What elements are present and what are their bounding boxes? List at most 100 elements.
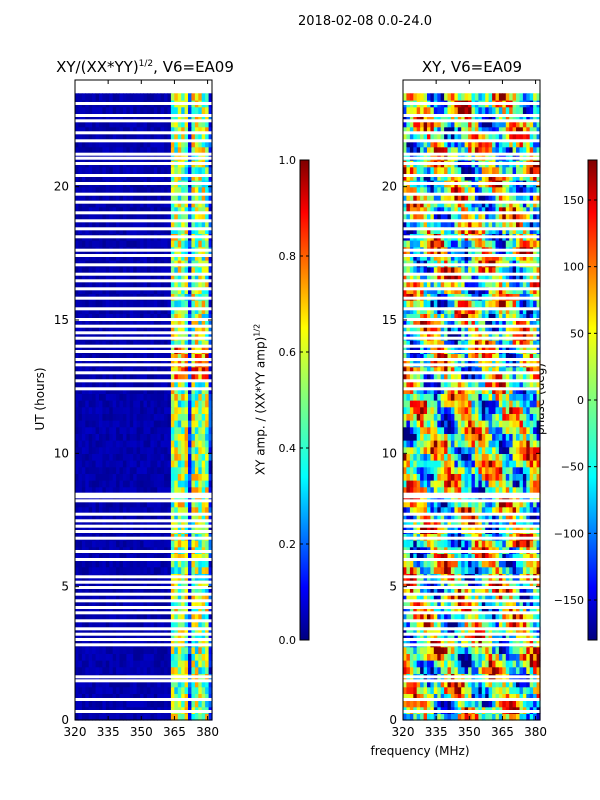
heatmap-cell: [430, 593, 435, 601]
heatmap-cell: [109, 220, 114, 228]
heatmap-cell: [492, 653, 497, 661]
heatmap-cell: [143, 306, 148, 314]
heatmap-cell: [95, 700, 100, 708]
heatmap-cell: [177, 560, 182, 568]
heatmap-cell: [481, 593, 486, 601]
heatmap-cell: [420, 666, 425, 674]
flagged-row: [75, 318, 212, 321]
heatmap-cell: [116, 286, 121, 294]
heatmap-cell: [194, 380, 199, 388]
heatmap-cell: [153, 126, 158, 134]
heatmap-cell: [95, 373, 100, 381]
heatmap-cell: [116, 413, 121, 421]
heatmap-cell: [430, 666, 435, 674]
heatmap-cell: [433, 606, 438, 614]
heatmap-cell: [403, 586, 407, 594]
heatmap-cell: [143, 520, 148, 528]
heatmap-cell: [427, 686, 431, 694]
heatmap-cell: [184, 446, 189, 454]
heatmap-cell: [146, 486, 151, 494]
heatmap-cell: [498, 606, 503, 614]
heatmap-cell: [167, 326, 172, 334]
heatmap-cell: [170, 600, 175, 608]
heatmap-cell: [198, 366, 203, 374]
heatmap-cell: [112, 646, 117, 654]
heatmap-cell: [205, 353, 210, 361]
heatmap-cell: [505, 686, 510, 694]
heatmap-cell: [126, 133, 131, 141]
heatmap-cell: [160, 693, 165, 701]
heatmap-cell: [188, 280, 192, 288]
heatmap-cell: [170, 313, 175, 321]
heatmap-cell: [464, 553, 469, 561]
heatmap-cell: [471, 553, 476, 561]
heatmap-cell: [157, 120, 162, 128]
heatmap-cell: [164, 586, 169, 594]
heatmap-cell: [99, 146, 103, 154]
heatmap-cell: [174, 666, 179, 674]
heatmap-cell: [140, 120, 145, 128]
heatmap-cell: [81, 620, 86, 628]
heatmap-cell: [188, 460, 192, 468]
heatmap-cell: [92, 426, 97, 434]
heatmap-cell: [461, 540, 466, 548]
heatmap-cell: [181, 273, 186, 281]
heatmap-cell: [198, 506, 203, 514]
heatmap-cell: [126, 693, 131, 701]
heatmap-cell: [75, 693, 79, 701]
heatmap-cell: [201, 166, 206, 174]
heatmap-cell: [437, 553, 442, 561]
heatmap-cell: [198, 166, 203, 174]
heatmap-cell: [99, 313, 103, 321]
heatmap-cell: [136, 560, 141, 568]
heatmap-cell: [81, 680, 86, 688]
heatmap-cell: [122, 466, 127, 474]
heatmap-cell: [509, 660, 514, 668]
heatmap-cell: [519, 606, 524, 614]
heatmap-cell: [167, 193, 172, 201]
heatmap-cell: [122, 386, 127, 394]
heatmap-cell: [495, 553, 500, 561]
heatmap-cell: [129, 120, 134, 128]
heatmap-cell: [129, 513, 134, 521]
heatmap-cell: [102, 133, 107, 141]
heatmap-cell: [160, 106, 165, 114]
heatmap-cell: [109, 133, 114, 141]
heatmap-cell: [122, 513, 127, 521]
heatmap-cell: [516, 613, 520, 621]
heatmap-cell: [160, 473, 165, 481]
heatmap-cell: [129, 320, 134, 328]
heatmap-cell: [194, 400, 199, 408]
heatmap-cell: [201, 106, 206, 114]
heatmap-cell: [78, 380, 83, 388]
heatmap-cell: [75, 646, 79, 654]
heatmap-cell: [450, 680, 455, 688]
heatmap-cell: [420, 653, 425, 661]
heatmap-cell: [461, 700, 466, 708]
heatmap-cell: [533, 700, 538, 708]
heatmap-cell: [184, 653, 189, 661]
heatmap-cell: [512, 593, 517, 601]
heatmap-cell: [88, 266, 93, 274]
heatmap-cell: [153, 426, 158, 434]
heatmap-cell: [526, 586, 531, 594]
heatmap-cell: [85, 300, 90, 308]
flagged-row: [75, 192, 212, 196]
heatmap-cell: [208, 420, 213, 428]
heatmap-cell: [208, 206, 213, 214]
heatmap-cell: [146, 106, 151, 114]
heatmap-cell: [420, 586, 425, 594]
heatmap-cell: [505, 680, 510, 688]
heatmap-cell: [198, 213, 203, 221]
heatmap-cell: [403, 646, 407, 654]
heatmap-cell: [88, 653, 93, 661]
heatmap-cell: [75, 560, 79, 568]
heatmap-cell: [502, 553, 507, 561]
heatmap-cell: [177, 426, 182, 434]
heatmap-cell: [126, 453, 131, 461]
heatmap-cell: [153, 240, 158, 248]
heatmap-cell: [81, 146, 86, 154]
heatmap-cell: [177, 646, 182, 654]
heatmap-cell: [99, 480, 103, 488]
heatmap-cell: [191, 593, 196, 601]
